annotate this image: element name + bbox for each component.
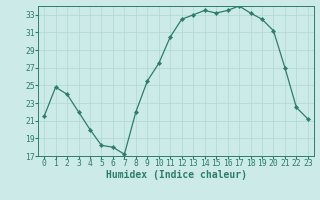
X-axis label: Humidex (Indice chaleur): Humidex (Indice chaleur) [106, 170, 246, 180]
